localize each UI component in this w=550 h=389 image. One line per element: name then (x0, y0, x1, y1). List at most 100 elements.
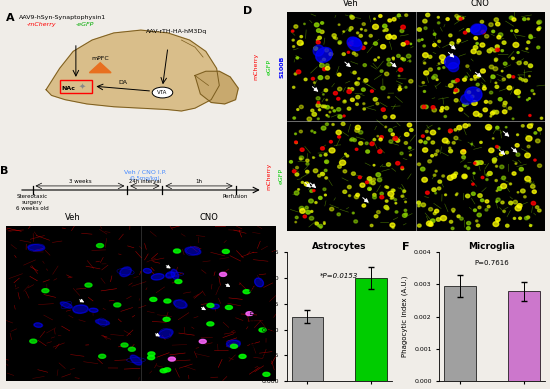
Circle shape (350, 16, 354, 19)
Circle shape (299, 105, 303, 109)
Ellipse shape (227, 340, 240, 347)
Circle shape (315, 222, 318, 225)
Circle shape (494, 58, 498, 61)
Circle shape (492, 138, 494, 139)
Circle shape (447, 175, 453, 180)
Circle shape (498, 98, 502, 101)
Circle shape (430, 130, 436, 135)
Ellipse shape (60, 302, 72, 308)
Circle shape (350, 26, 353, 30)
Circle shape (417, 201, 421, 204)
Circle shape (356, 32, 359, 34)
Circle shape (329, 207, 334, 211)
Circle shape (419, 140, 422, 143)
Circle shape (374, 18, 375, 19)
Circle shape (457, 39, 460, 42)
Circle shape (401, 195, 404, 197)
Circle shape (395, 211, 398, 213)
Circle shape (362, 23, 365, 25)
Circle shape (433, 174, 436, 176)
Circle shape (449, 221, 453, 223)
Circle shape (390, 115, 395, 119)
Circle shape (128, 347, 135, 351)
Circle shape (400, 29, 404, 33)
Circle shape (471, 101, 477, 105)
Circle shape (405, 41, 409, 44)
Circle shape (388, 191, 394, 196)
Circle shape (347, 51, 350, 53)
Circle shape (311, 130, 313, 132)
Circle shape (438, 128, 440, 130)
Circle shape (466, 29, 470, 32)
Polygon shape (90, 63, 111, 73)
Circle shape (527, 18, 530, 20)
Circle shape (450, 42, 454, 45)
Circle shape (322, 58, 326, 61)
Circle shape (512, 18, 516, 21)
Circle shape (434, 193, 437, 194)
Circle shape (356, 95, 360, 99)
Circle shape (480, 43, 485, 47)
Circle shape (492, 110, 496, 114)
Circle shape (377, 178, 382, 182)
Circle shape (292, 39, 294, 41)
Circle shape (356, 193, 360, 196)
Circle shape (355, 128, 359, 132)
Circle shape (521, 189, 525, 193)
Circle shape (393, 137, 398, 140)
Circle shape (338, 73, 341, 76)
Circle shape (454, 172, 458, 175)
Bar (355, 278, 387, 381)
Circle shape (293, 170, 296, 173)
Circle shape (449, 147, 451, 149)
Circle shape (396, 139, 400, 142)
Circle shape (421, 167, 425, 171)
Circle shape (526, 99, 529, 101)
Circle shape (463, 78, 466, 81)
Circle shape (432, 76, 435, 79)
Circle shape (379, 14, 382, 18)
Circle shape (387, 62, 392, 66)
Circle shape (163, 368, 170, 372)
Circle shape (297, 40, 303, 46)
Circle shape (315, 23, 319, 27)
Circle shape (513, 42, 519, 47)
Circle shape (513, 217, 515, 219)
Circle shape (433, 212, 436, 215)
Circle shape (404, 133, 409, 136)
Circle shape (428, 55, 432, 58)
Circle shape (353, 138, 356, 142)
Circle shape (424, 71, 428, 75)
Circle shape (338, 115, 342, 118)
Circle shape (338, 87, 342, 91)
Circle shape (421, 39, 423, 40)
Circle shape (474, 75, 477, 78)
Circle shape (338, 24, 340, 25)
Circle shape (324, 194, 326, 196)
Circle shape (362, 204, 366, 207)
Circle shape (293, 46, 295, 47)
Text: mPFC: mPFC (91, 56, 109, 61)
Circle shape (386, 200, 388, 202)
Circle shape (405, 14, 408, 16)
Circle shape (531, 184, 535, 188)
Circle shape (440, 109, 443, 112)
Circle shape (483, 85, 485, 87)
Circle shape (431, 141, 434, 144)
Circle shape (476, 42, 478, 44)
Circle shape (439, 55, 446, 60)
Circle shape (462, 18, 464, 19)
Text: F: F (403, 242, 410, 252)
Circle shape (389, 129, 392, 132)
Circle shape (207, 322, 214, 326)
Circle shape (493, 160, 496, 163)
Circle shape (387, 163, 390, 166)
Bar (59, 80, 92, 93)
Circle shape (515, 163, 517, 164)
Text: DA: DA (119, 80, 128, 85)
Circle shape (344, 100, 346, 102)
Circle shape (398, 88, 402, 91)
Ellipse shape (313, 45, 324, 56)
Circle shape (463, 124, 468, 128)
Circle shape (307, 117, 312, 121)
